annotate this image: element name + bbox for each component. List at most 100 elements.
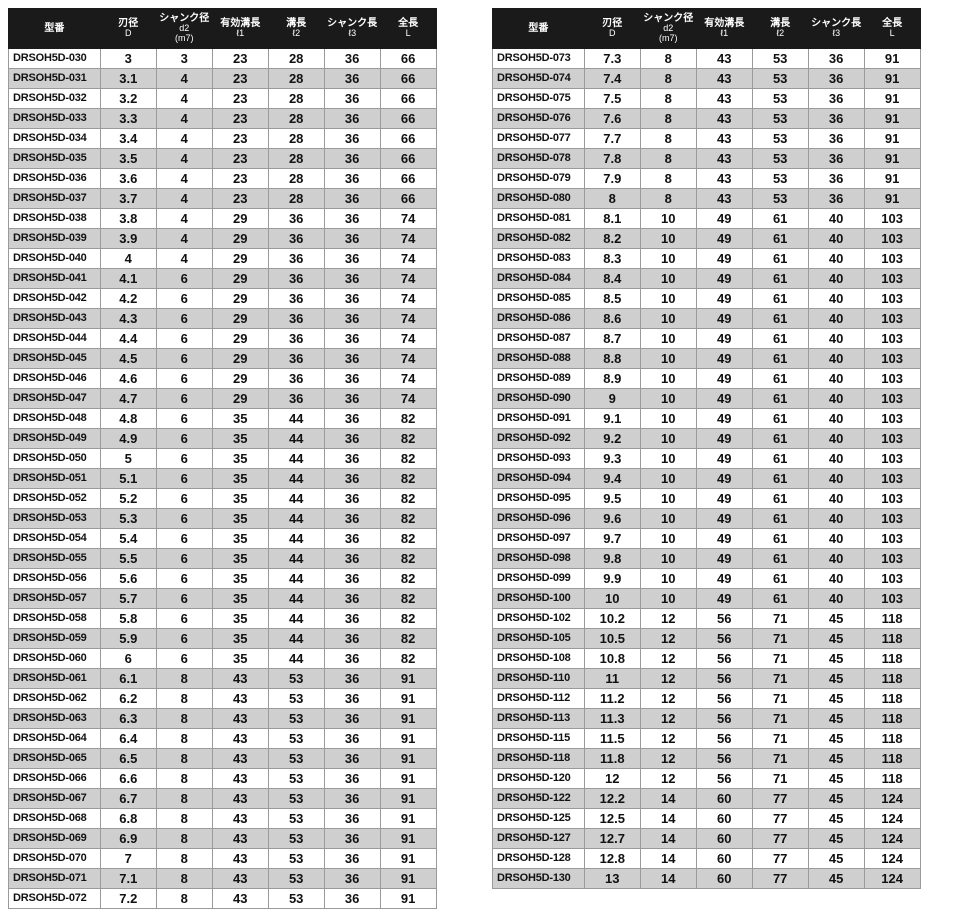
cell-d2: 8 [640, 188, 696, 208]
col-l2: 溝長ℓ2 [752, 9, 808, 49]
cell-l: 103 [864, 208, 920, 228]
table-row: DRSOH5D-0505635443682 [9, 448, 468, 468]
table-row: DRSOH5D-1201212567145118 [493, 768, 952, 788]
cell-l1: 60 [696, 868, 752, 888]
cell-l2: 53 [752, 188, 808, 208]
cell-l3: 36 [324, 308, 380, 328]
cell-l2: 77 [752, 808, 808, 828]
col-l1: 有効溝長ℓ1 [696, 9, 752, 49]
cell-d: 7.5 [584, 88, 640, 108]
cell-l2: 61 [752, 328, 808, 348]
cell-l1: 49 [696, 408, 752, 428]
cell-l1: 49 [696, 488, 752, 508]
table-row: DRSOH5D-10510.512567145118 [493, 628, 952, 648]
cell-model: DRSOH5D-051 [9, 468, 101, 488]
cell-d2: 10 [640, 388, 696, 408]
cell-l2: 28 [268, 128, 324, 148]
cell-d2: 6 [156, 608, 212, 628]
cell-d2: 4 [156, 88, 212, 108]
cell-l3: 36 [324, 348, 380, 368]
cell-d: 6.1 [100, 668, 156, 688]
cell-l2: 71 [752, 708, 808, 728]
cell-model: DRSOH5D-078 [493, 148, 585, 168]
cell-blank [436, 148, 467, 168]
cell-l3: 36 [324, 548, 380, 568]
table-row: DRSOH5D-0313.1423283666 [9, 68, 468, 88]
col-l2: 溝長ℓ2 [268, 9, 324, 49]
cell-l2: 53 [268, 668, 324, 688]
table-row: DRSOH5D-0474.7629363674 [9, 388, 468, 408]
cell-l2: 36 [268, 268, 324, 288]
cell-l: 124 [864, 788, 920, 808]
table-row: DRSOH5D-0989.810496140103 [493, 548, 952, 568]
table-row: DRSOH5D-0333.3423283666 [9, 108, 468, 128]
cell-l: 82 [380, 528, 436, 548]
cell-model: DRSOH5D-055 [9, 548, 101, 568]
cell-l: 91 [380, 688, 436, 708]
cell-l1: 49 [696, 428, 752, 448]
cell-blank [920, 748, 951, 768]
table-row: DRSOH5D-0676.7843533691 [9, 788, 468, 808]
cell-d: 3.9 [100, 228, 156, 248]
cell-l3: 36 [324, 848, 380, 868]
cell-d2: 4 [156, 228, 212, 248]
table-row: DRSOH5D-0787.8843533691 [493, 148, 952, 168]
cell-l1: 49 [696, 288, 752, 308]
cell-d: 3.4 [100, 128, 156, 148]
cell-l3: 36 [324, 568, 380, 588]
cell-l: 66 [380, 48, 436, 68]
cell-l3: 36 [324, 788, 380, 808]
cell-d: 7 [100, 848, 156, 868]
cell-l3: 36 [808, 88, 864, 108]
cell-l1: 29 [212, 388, 268, 408]
cell-model: DRSOH5D-071 [9, 868, 101, 888]
cell-d2: 10 [640, 208, 696, 228]
cell-l1: 49 [696, 368, 752, 388]
cell-d2: 8 [156, 768, 212, 788]
cell-l3: 45 [808, 828, 864, 848]
cell-d: 7.3 [584, 48, 640, 68]
cell-blank [920, 268, 951, 288]
cell-l2: 28 [268, 48, 324, 68]
col-blank [920, 9, 951, 49]
cell-l1: 49 [696, 248, 752, 268]
table-row: DRSOH5D-0686.8843533691 [9, 808, 468, 828]
table-row: DRSOH5D-12512.514607745124 [493, 808, 952, 828]
cell-model: DRSOH5D-042 [9, 288, 101, 308]
col-model: 型番 [9, 9, 101, 49]
cell-l3: 36 [324, 168, 380, 188]
cell-l3: 45 [808, 868, 864, 888]
cell-l1: 43 [212, 668, 268, 688]
cell-l1: 29 [212, 208, 268, 228]
cell-d2: 8 [156, 828, 212, 848]
cell-model: DRSOH5D-063 [9, 708, 101, 728]
cell-d2: 8 [156, 888, 212, 908]
cell-l3: 36 [324, 668, 380, 688]
cell-blank [920, 288, 951, 308]
cell-l2: 71 [752, 728, 808, 748]
table-row: DRSOH5D-0919.110496140103 [493, 408, 952, 428]
table-body-right: DRSOH5D-0737.3843533691DRSOH5D-0747.4843… [493, 48, 952, 888]
cell-d: 4.8 [100, 408, 156, 428]
table-row: DRSOH5D-0707843533691 [9, 848, 468, 868]
cell-l3: 36 [808, 148, 864, 168]
cell-model: DRSOH5D-050 [9, 448, 101, 468]
cell-l: 118 [864, 668, 920, 688]
cell-d: 4.2 [100, 288, 156, 308]
cell-d2: 10 [640, 228, 696, 248]
cell-l3: 36 [324, 748, 380, 768]
cell-model: DRSOH5D-065 [9, 748, 101, 768]
cell-l1: 56 [696, 728, 752, 748]
cell-blank [920, 868, 951, 888]
cell-model: DRSOH5D-127 [493, 828, 585, 848]
cell-model: DRSOH5D-130 [493, 868, 585, 888]
cell-blank [436, 788, 467, 808]
cell-d2: 8 [156, 668, 212, 688]
table-row: DRSOH5D-11311.312567145118 [493, 708, 952, 728]
cell-l2: 36 [268, 348, 324, 368]
cell-l2: 61 [752, 548, 808, 568]
cell-blank [436, 168, 467, 188]
cell-d2: 10 [640, 428, 696, 448]
cell-d2: 12 [640, 608, 696, 628]
cell-l3: 36 [324, 828, 380, 848]
